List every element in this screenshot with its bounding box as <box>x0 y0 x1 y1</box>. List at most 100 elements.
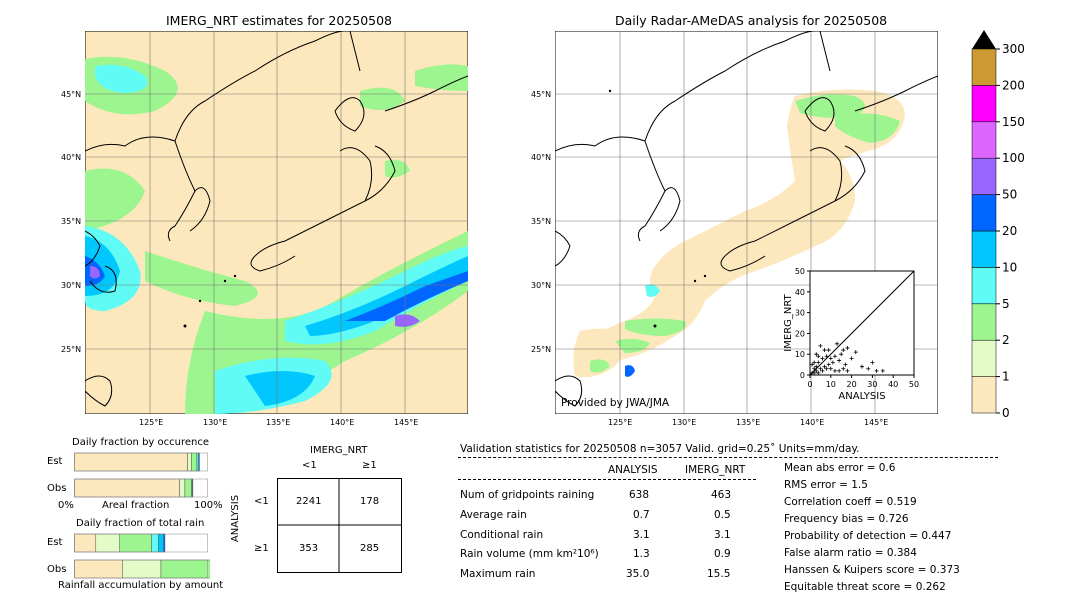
occurrence-bar-segment <box>187 452 192 472</box>
occurrence-x-mid: Areal fraction <box>102 500 170 511</box>
stats-row-analysis: 35.0 <box>626 568 650 580</box>
scatter-point <box>824 354 829 359</box>
scatter-point <box>826 362 831 367</box>
colorbar-label: 1 <box>1002 370 1010 384</box>
scatter-point <box>820 356 825 361</box>
right-lat-label-35: 35°N <box>531 217 552 226</box>
scatter-point <box>845 368 850 373</box>
scatter-point <box>814 368 819 373</box>
stats-row-imerg: 0.5 <box>714 509 731 521</box>
right-lat-label-25: 25°N <box>531 345 552 354</box>
total-rain-bar-segment <box>160 559 210 579</box>
contingency-col-lt1: <1 <box>302 460 317 471</box>
right-lon-label-135: 135°E <box>736 418 761 427</box>
occurrence-row-obs: Obs <box>47 483 67 494</box>
stats-row-label: Maximum rain <box>460 568 536 580</box>
scatter-point <box>866 366 871 371</box>
scatter-point <box>828 356 833 361</box>
total-rain-bar-segment <box>74 533 97 553</box>
scatter-point <box>814 364 819 369</box>
scatter-point <box>816 360 821 365</box>
scatter-point <box>880 368 885 373</box>
scatter-point <box>816 370 821 375</box>
scatter-y-tick-label: 0 <box>800 371 805 380</box>
stats-row-label: Conditional rain <box>460 529 544 541</box>
left-lon-label-135: 135°E <box>266 418 291 427</box>
stats-col-analysis: ANALYSIS <box>608 464 658 476</box>
stats-row-imerg: 463 <box>711 489 732 501</box>
occurrence-bar-segment <box>191 478 194 498</box>
scatter-point <box>814 352 819 357</box>
score-line: Equitable threat score = 0.262 <box>784 581 946 593</box>
left-lat-label-25: 25°N <box>61 345 82 354</box>
scatter-y-tick-label: 30 <box>795 309 805 318</box>
scatter-point <box>860 364 864 369</box>
right-map-coastlines <box>555 31 938 407</box>
total-rain-bar-segment <box>163 533 166 553</box>
occurrence-bar-segment <box>74 478 180 498</box>
scatter-point <box>870 360 875 365</box>
colorbar-segment <box>971 48 997 86</box>
scatter-x-tick-label: 40 <box>888 380 898 389</box>
left-lon-label-130: 130°E <box>203 418 228 427</box>
stats-row-label: Average rain <box>460 509 527 521</box>
scatter-y-tick-label: 50 <box>795 267 805 276</box>
right-lat-label-45: 45°N <box>531 90 552 99</box>
scatter-point <box>845 345 850 350</box>
colorbar: 0 1 2 5 10 20 50 100 150 200 300 <box>971 30 1025 418</box>
scatter-x-tick-label: 50 <box>909 380 919 389</box>
scatter-point <box>874 368 879 373</box>
contingency-cell-01: 178 <box>360 496 380 507</box>
occurrence-bar-segment <box>184 478 192 498</box>
colorbar-segment <box>971 267 997 305</box>
left-lon-label-140: 140°E <box>330 418 355 427</box>
colorbar-segment <box>971 121 997 159</box>
left-lon-label-125: 125°E <box>139 418 164 427</box>
scatter-point <box>832 354 837 359</box>
stats-col-divider <box>458 479 756 480</box>
scatter-point <box>837 368 842 373</box>
left-map-gridlines <box>85 31 468 414</box>
total-rain-title: Daily fraction of total rain <box>76 518 205 529</box>
scatter-point <box>830 360 835 365</box>
contingency-row-lt1: <1 <box>254 496 269 507</box>
scatter-x-tick-label: 10 <box>826 380 836 389</box>
colorbar-label: 150 <box>1002 115 1025 129</box>
scatter-point <box>812 370 817 375</box>
contingency-col-ge1: ≥1 <box>362 460 377 471</box>
colorbar-segment <box>971 376 997 414</box>
left-lat-label-45: 45°N <box>61 90 82 99</box>
colorbar-label: 200 <box>1002 78 1025 92</box>
scatter-point <box>818 343 823 348</box>
occurrence-bar-segment <box>74 452 188 472</box>
score-line: Correlation coeff = 0.519 <box>784 496 917 508</box>
score-line: False alarm ratio = 0.384 <box>784 547 917 559</box>
scatter-point <box>812 366 817 371</box>
total-rain-row-est: Est <box>47 537 63 548</box>
stats-row-analysis: 638 <box>629 489 650 501</box>
total-rain-bar-segment <box>74 559 123 579</box>
total-rain-row-obs: Obs <box>47 564 67 575</box>
stats-header: Validation statistics for 20250508 n=305… <box>460 443 860 455</box>
scatter-ylabel: IMERG_NRT <box>783 293 794 351</box>
scatter-inset: 00 10 10 20 20 30 30 40 40 50 50 ANALYSIS IMERG_NR… <box>783 267 919 402</box>
scatter-point <box>826 348 831 353</box>
scatter-point <box>824 366 829 371</box>
stats-row-analysis: 1.3 <box>633 548 650 560</box>
scatter-point <box>832 368 837 373</box>
stats-row-imerg: 0.9 <box>714 548 731 560</box>
scatter-x-tick-label: 0 <box>807 380 812 389</box>
total-rain-bar-segment <box>158 533 164 553</box>
left-map-islands <box>183 274 237 328</box>
contingency-cell-10: 353 <box>299 543 319 554</box>
left-lon-label-145: 145°E <box>394 418 419 427</box>
scatter-y-tick-label: 10 <box>795 350 805 359</box>
scatter-x-tick-label: 30 <box>867 380 877 389</box>
colorbar-label: 10 <box>1002 260 1017 274</box>
scatter-point <box>849 356 854 361</box>
scatter-diagonal <box>809 270 915 376</box>
contingency-row-ge1: ≥1 <box>254 543 269 554</box>
colorbar-segment <box>971 303 997 341</box>
scatter-point <box>816 354 821 359</box>
stats-row-analysis: 3.1 <box>633 529 650 541</box>
